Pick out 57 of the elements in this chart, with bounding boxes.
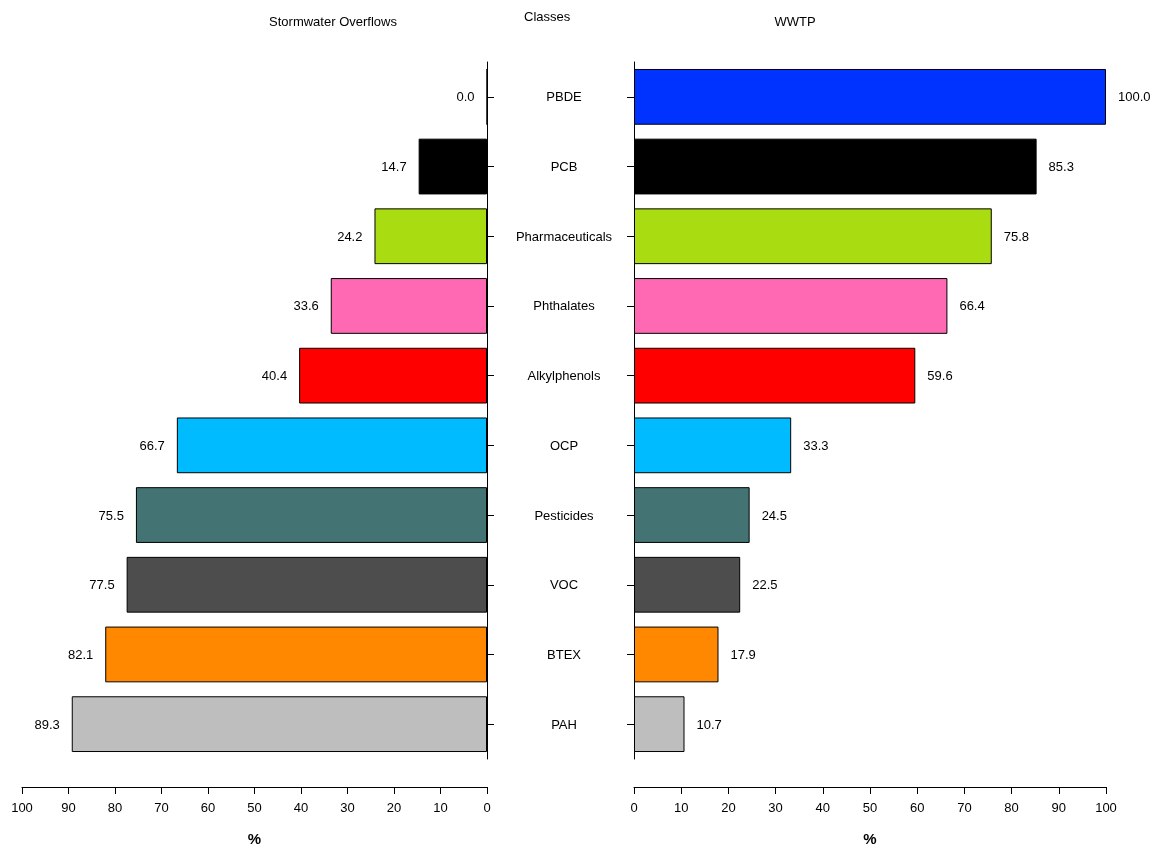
data-label: 77.5 <box>89 577 115 593</box>
data-label: 89.3 <box>34 716 60 732</box>
x-tick-label: 20 <box>721 800 736 815</box>
y-tick-label: BTEX <box>547 646 582 662</box>
y-tick-label: PAH <box>551 716 577 732</box>
data-label: 24.5 <box>761 507 787 523</box>
x-tick-label: 50 <box>862 800 878 815</box>
data-label: 82.1 <box>67 646 94 662</box>
x-tick-label: 20 <box>386 800 402 815</box>
y-tick-label: Pesticides <box>534 507 595 523</box>
x-tick-label: 100 <box>1095 800 1117 815</box>
y-tick-label: PCB <box>550 159 578 175</box>
y-tick-label: VOC <box>549 577 579 593</box>
x-tick-label: 70 <box>957 800 972 815</box>
data-label: 33.3 <box>803 437 829 453</box>
x-tick-label: 70 <box>154 800 169 815</box>
chart-title: WWTP <box>774 14 816 29</box>
y-tick-label: OCP <box>549 437 579 453</box>
x-tick-label: 90 <box>61 800 76 815</box>
y-tick-label: Phthalates <box>533 298 596 314</box>
x-tick-label: 80 <box>107 800 123 815</box>
data-label: 59.6 <box>927 368 953 384</box>
y-tick-label: Alkylphenols <box>527 368 601 384</box>
x-tick-label: 100 <box>11 800 33 815</box>
data-label: 33.6 <box>293 298 319 314</box>
x-axis-title: % <box>863 830 877 847</box>
data-label: 17.9 <box>730 646 756 662</box>
x-tick-label: 30 <box>768 800 783 815</box>
data-label: 66.7 <box>139 437 165 453</box>
x-tick-label: 10 <box>673 800 689 815</box>
x-tick-label: 0 <box>630 800 638 815</box>
x-tick-label: 60 <box>909 800 925 815</box>
data-label: 10.7 <box>696 716 722 732</box>
data-label: 14.7 <box>381 159 407 175</box>
data-label: 40.4 <box>261 368 288 384</box>
x-tick-label: 80 <box>1004 800 1019 815</box>
data-label: 75.8 <box>1003 228 1030 244</box>
data-label: 85.3 <box>1048 159 1074 175</box>
x-tick-label: 10 <box>433 800 448 815</box>
x-tick-label: 90 <box>1051 800 1067 815</box>
y-tick-label: PBDE <box>546 89 583 105</box>
data-label: 24.2 <box>337 228 363 244</box>
x-tick-label: 60 <box>200 800 216 815</box>
data-label: 75.5 <box>98 507 124 523</box>
x-tick-label: 40 <box>815 800 831 815</box>
data-label: 66.4 <box>959 298 985 314</box>
x-tick-label: 0 <box>483 800 491 815</box>
y-axis-title: Classes <box>523 9 571 24</box>
data-label: 22.5 <box>752 577 778 593</box>
chart-title: Stormwater Overflows <box>269 14 398 29</box>
data-label: 100.0 <box>1118 89 1151 105</box>
x-tick-label: 40 <box>293 800 309 815</box>
x-tick-label: 50 <box>247 800 262 815</box>
y-tick-label: Pharmaceuticals <box>515 228 613 244</box>
x-tick-label: 30 <box>340 800 355 815</box>
x-axis-title: % <box>247 830 262 847</box>
data-label: 0.0 <box>456 89 475 105</box>
